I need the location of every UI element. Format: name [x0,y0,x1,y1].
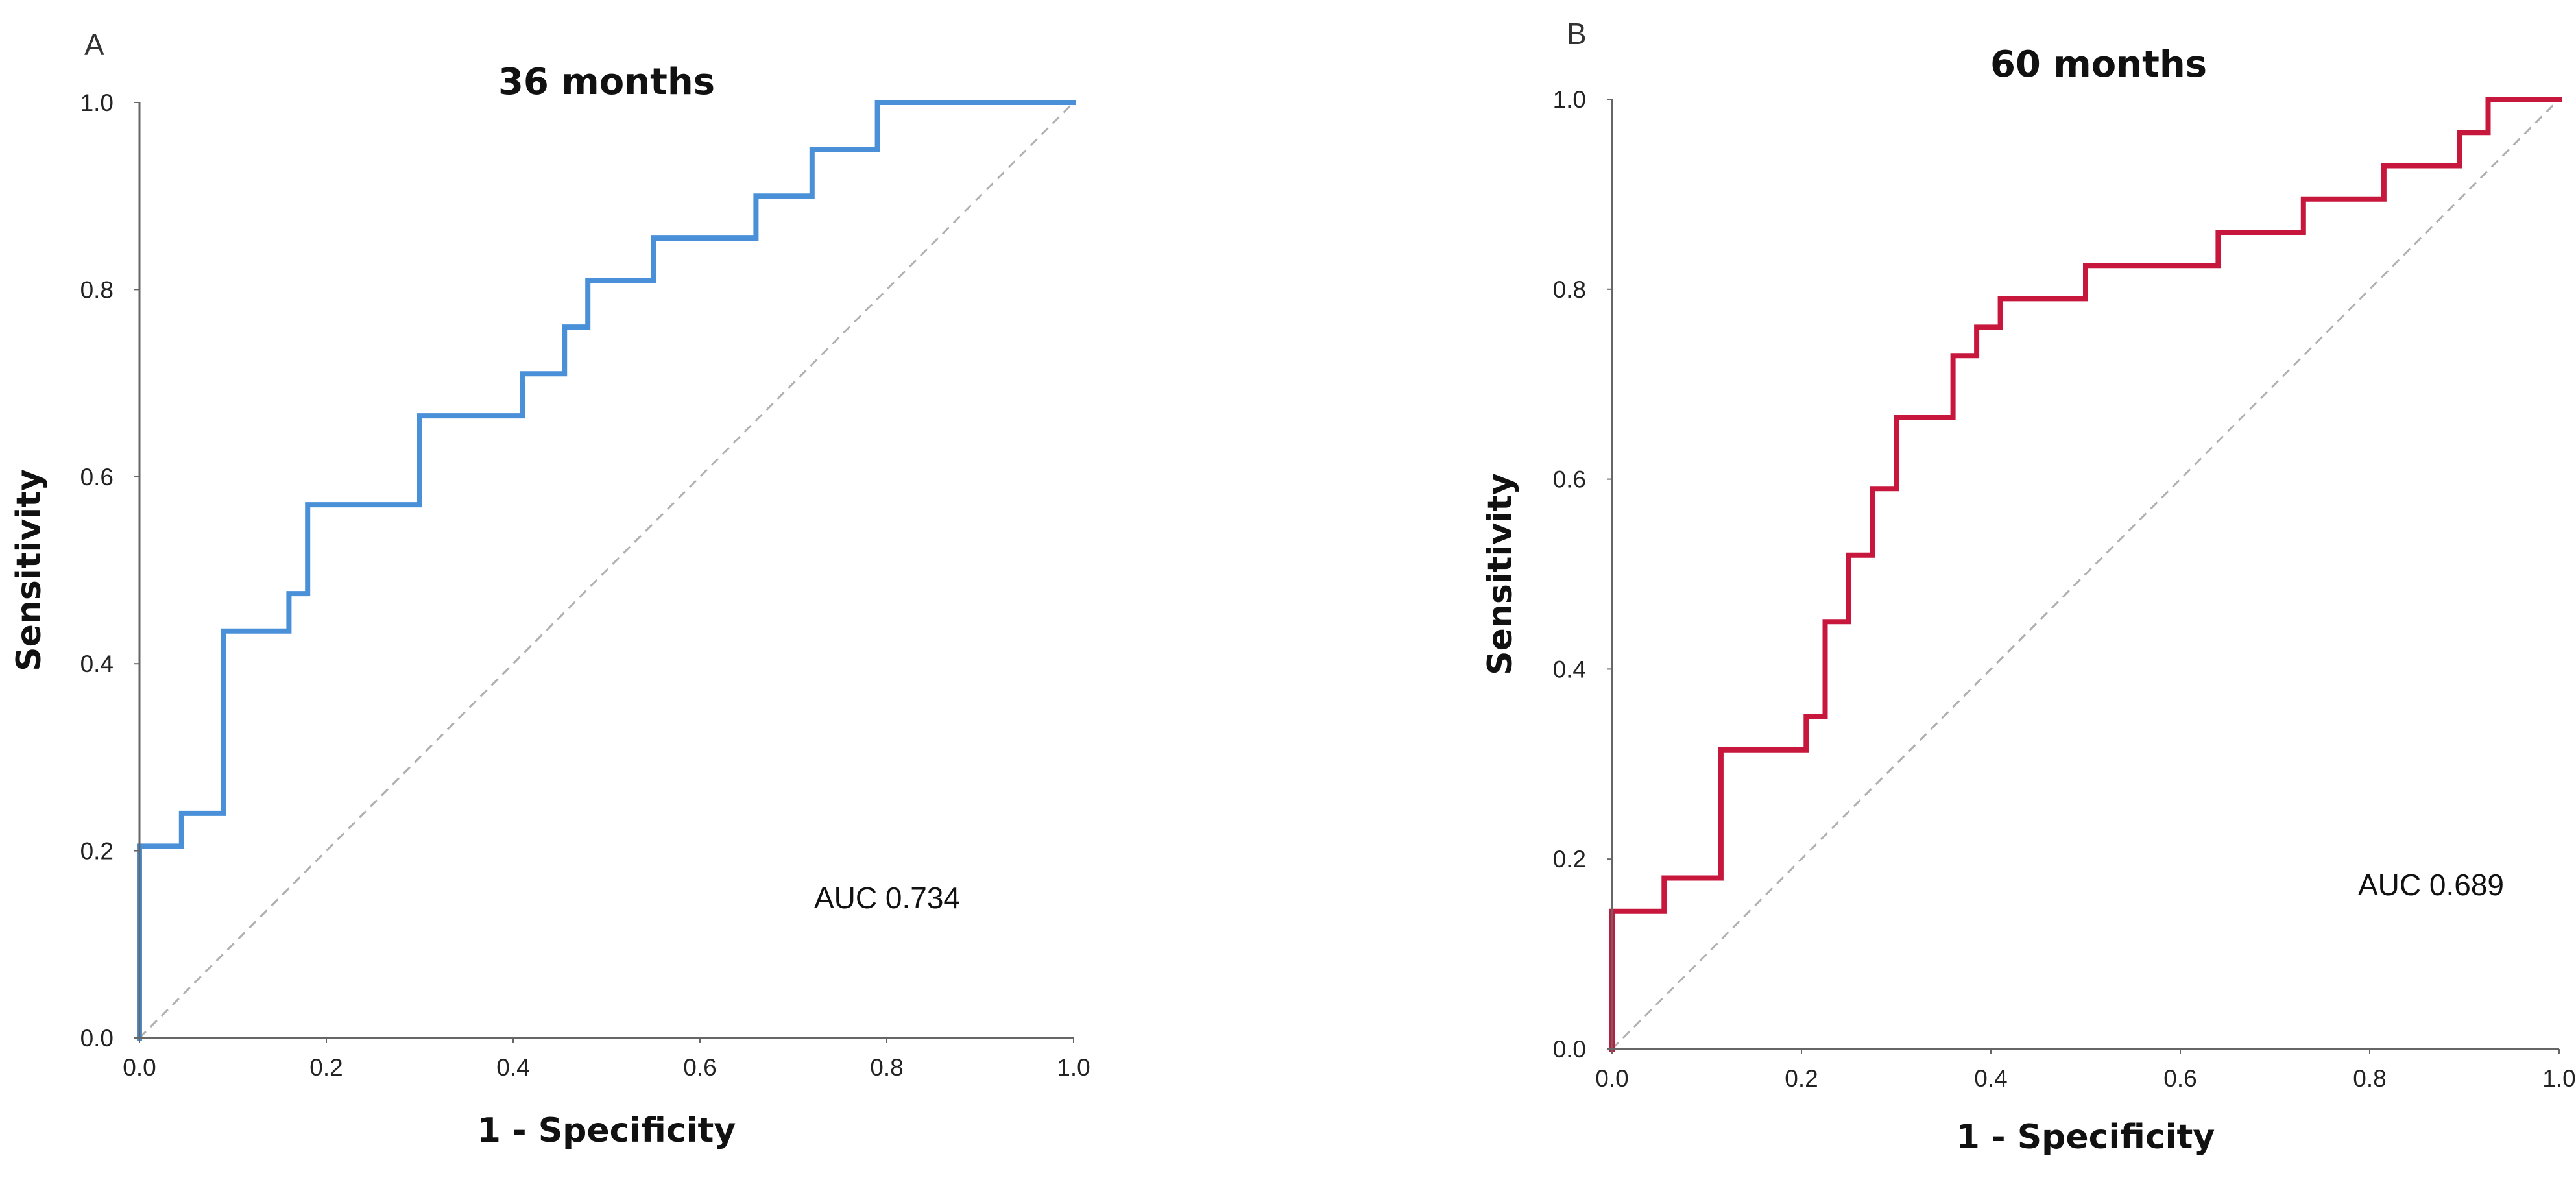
y-axis-title: Sensitivity [10,469,49,671]
auc-annotation: AUC 0.689 [2358,868,2504,902]
roc-curve-line [137,100,1076,1041]
panel-label: B [1567,17,1587,51]
x-tick-label: 0.0 [123,1054,156,1081]
x-tick-label: 0.8 [2353,1065,2386,1092]
reference-diagonal-line [138,101,1075,1039]
y-axis-title: Sensitivity [1481,473,1520,675]
x-ticks: 0.0 0.2 0.4 0.6 0.8 1.0 [1595,1049,2576,1092]
y-tick-label: 0.0 [1553,1036,1586,1063]
y-tick-label: 0.8 [1553,276,1586,303]
roc-curve-layer [1609,97,2562,1052]
roc-curve-line [1609,97,2562,1052]
axes [1611,99,2559,1050]
panel-b: B 60 months 0.0 0.2 0.4 0.6 0.8 1.0 0.0 0.2 0.4… [1481,17,2576,1157]
x-tick-label: 0.6 [2163,1065,2197,1092]
panel-label: A [84,28,104,62]
y-tick-label: 0.4 [1553,656,1586,682]
y-tick-label: 0.6 [80,464,114,490]
x-axis-title: 1 - Specificity [477,1111,736,1150]
x-tick-label: 1.0 [2542,1065,2575,1092]
y-tick-label: 0.2 [80,838,114,865]
auc-annotation: AUC 0.734 [814,881,960,915]
chart-title: 60 months [1990,43,2207,86]
y-ticks: 0.0 0.2 0.4 0.6 0.8 1.0 [80,90,139,1052]
x-tick-label: 1.0 [1057,1054,1090,1081]
panel-a: A 36 months 0.0 0.2 0.4 0.6 0.8 1.0 0.0 0.2 0.4… [10,28,1090,1150]
axes [138,102,1074,1039]
roc-curve-layer [137,100,1076,1041]
x-tick-label: 0.6 [683,1054,716,1081]
x-tick-label: 0.8 [870,1054,903,1081]
y-tick-label: 0.8 [80,276,114,303]
x-tick-label: 0.2 [1785,1065,1818,1092]
y-tick-label: 0.0 [80,1025,114,1052]
y-tick-label: 0.2 [1553,846,1586,873]
y-tick-label: 1.0 [1553,86,1586,113]
reference-line-layer [1611,98,2560,1050]
chart-title: 36 months [498,61,715,103]
y-ticks: 0.0 0.2 0.4 0.6 0.8 1.0 [1553,86,1612,1063]
x-tick-label: 0.4 [496,1054,529,1081]
y-tick-label: 0.6 [1553,466,1586,493]
reference-diagonal-line [1611,98,2560,1050]
y-tick-label: 1.0 [80,90,114,116]
x-tick-label: 0.0 [1595,1065,1628,1092]
y-tick-label: 0.4 [80,651,114,677]
x-tick-label: 0.2 [309,1054,343,1081]
x-axis-title: 1 - Specificity [1956,1118,2215,1157]
x-ticks: 0.0 0.2 0.4 0.6 0.8 1.0 [123,1038,1090,1081]
x-tick-label: 0.4 [1974,1065,2007,1092]
reference-line-layer [138,101,1075,1039]
